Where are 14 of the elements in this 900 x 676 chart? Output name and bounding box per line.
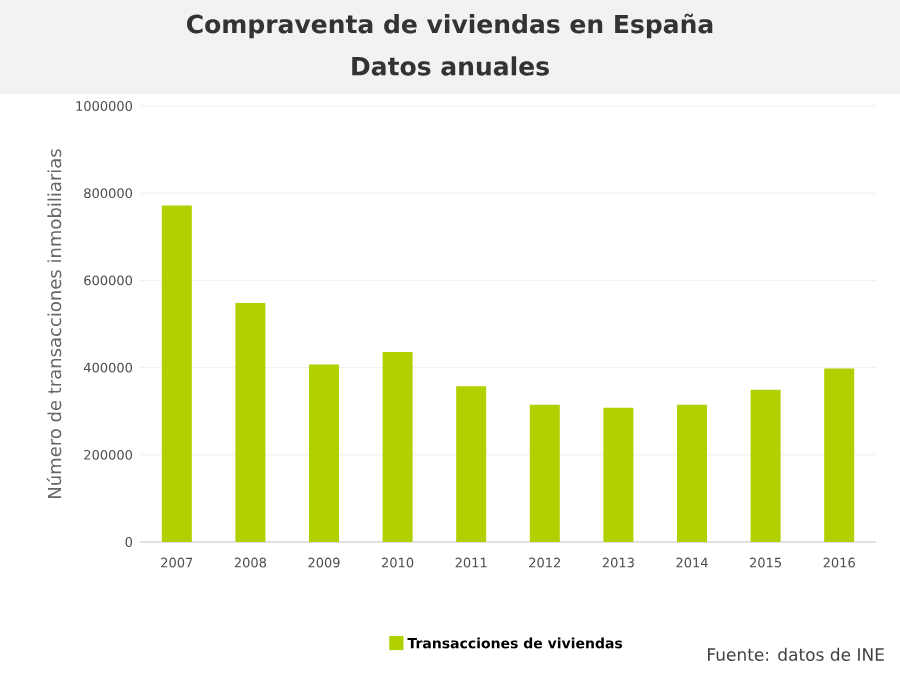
bar	[382, 351, 413, 542]
source-note: Fuente: datos de INE	[708, 647, 884, 661]
bar	[235, 303, 266, 542]
bar	[677, 404, 707, 542]
bar	[456, 386, 487, 542]
bar	[161, 205, 192, 542]
bar	[309, 364, 339, 542]
bar	[529, 404, 560, 542]
y-axis-title: Número de transacciones inmobiliarias	[46, 149, 62, 498]
bar	[824, 368, 855, 542]
bar	[750, 389, 781, 542]
chart-title: Compraventa de viviendas en España	[187, 13, 713, 39]
bar	[603, 407, 634, 542]
chart-subtitle: Datos anuales	[352, 56, 549, 76]
